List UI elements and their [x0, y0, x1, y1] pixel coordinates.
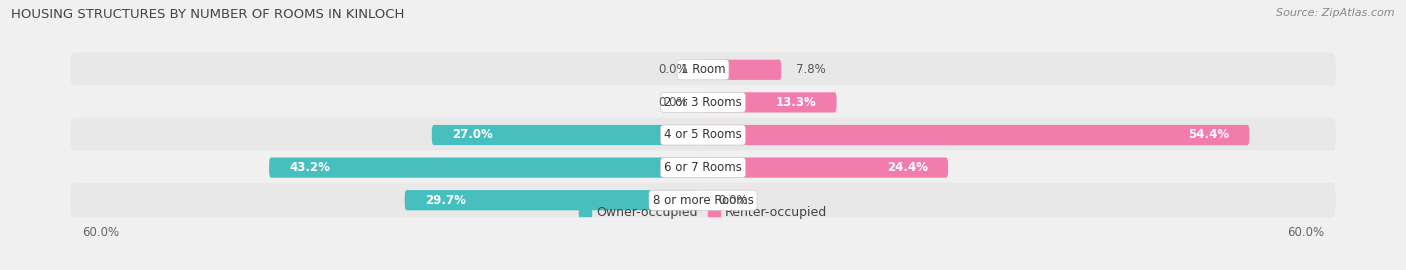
Text: 7.8%: 7.8%	[796, 63, 827, 76]
Text: 24.4%: 24.4%	[887, 161, 928, 174]
Text: 2 or 3 Rooms: 2 or 3 Rooms	[664, 96, 742, 109]
FancyBboxPatch shape	[269, 157, 703, 178]
Text: 8 or more Rooms: 8 or more Rooms	[652, 194, 754, 207]
FancyBboxPatch shape	[703, 92, 837, 113]
Text: 54.4%: 54.4%	[1188, 129, 1229, 141]
Legend: Owner-occupied, Renter-occupied: Owner-occupied, Renter-occupied	[574, 201, 832, 224]
Text: 29.7%: 29.7%	[425, 194, 465, 207]
FancyBboxPatch shape	[703, 60, 782, 80]
Text: 0.0%: 0.0%	[718, 194, 748, 207]
FancyBboxPatch shape	[70, 150, 1336, 185]
FancyBboxPatch shape	[70, 85, 1336, 120]
FancyBboxPatch shape	[405, 190, 703, 210]
FancyBboxPatch shape	[703, 157, 948, 178]
Text: 0.0%: 0.0%	[658, 63, 688, 76]
Text: HOUSING STRUCTURES BY NUMBER OF ROOMS IN KINLOCH: HOUSING STRUCTURES BY NUMBER OF ROOMS IN…	[11, 8, 405, 21]
Text: 1 Room: 1 Room	[681, 63, 725, 76]
FancyBboxPatch shape	[70, 118, 1336, 152]
Text: 4 or 5 Rooms: 4 or 5 Rooms	[664, 129, 742, 141]
FancyBboxPatch shape	[70, 183, 1336, 218]
FancyBboxPatch shape	[432, 125, 703, 145]
FancyBboxPatch shape	[703, 125, 1250, 145]
Text: 13.3%: 13.3%	[776, 96, 817, 109]
Text: 27.0%: 27.0%	[451, 129, 492, 141]
Text: 6 or 7 Rooms: 6 or 7 Rooms	[664, 161, 742, 174]
FancyBboxPatch shape	[70, 52, 1336, 87]
Text: 43.2%: 43.2%	[290, 161, 330, 174]
Text: 0.0%: 0.0%	[658, 96, 688, 109]
Text: Source: ZipAtlas.com: Source: ZipAtlas.com	[1277, 8, 1395, 18]
